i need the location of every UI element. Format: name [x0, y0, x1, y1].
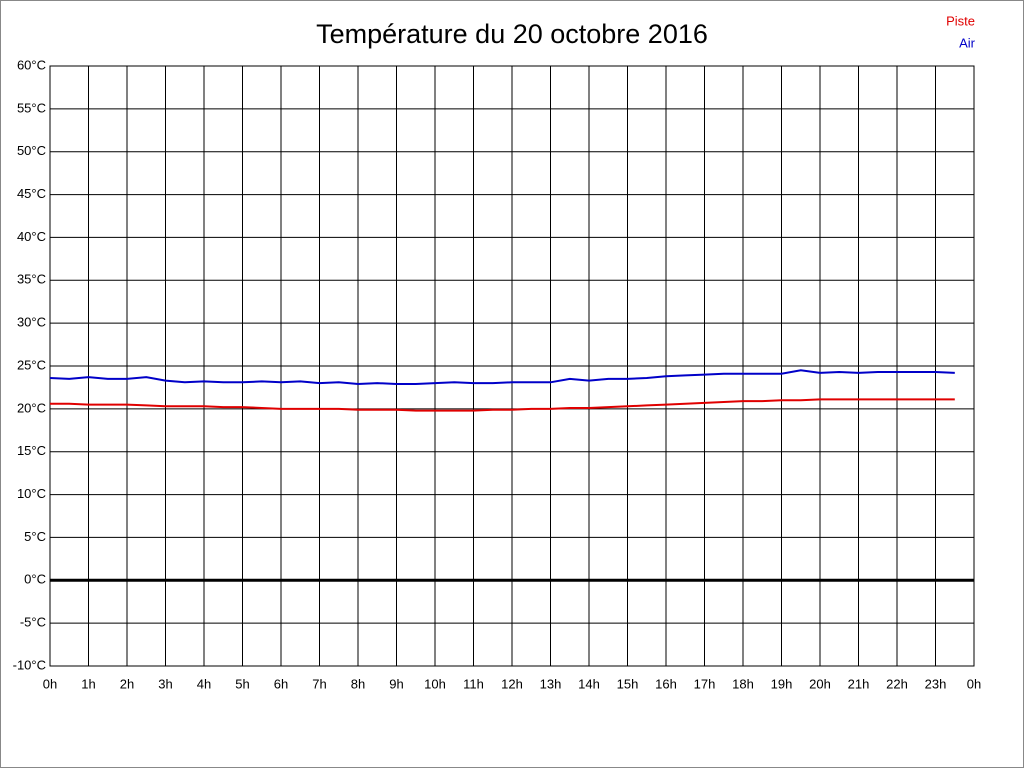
x-tick-label: 20h: [809, 676, 831, 691]
chart-title: Température du 20 octobre 2016: [316, 19, 708, 49]
y-tick-label: 25°C: [17, 357, 46, 372]
y-tick-label: 55°C: [17, 100, 46, 115]
y-tick-label: 45°C: [17, 186, 46, 201]
x-tick-label: 8h: [351, 676, 365, 691]
y-tick-label: 30°C: [17, 315, 46, 330]
y-tick-label: 20°C: [17, 400, 46, 415]
x-tick-label: 2h: [120, 676, 134, 691]
x-tick-label: 14h: [578, 676, 600, 691]
series-line: [50, 398, 955, 412]
x-tick-label: 6h: [274, 676, 288, 691]
x-tick-label: 1h: [81, 676, 95, 691]
y-tick-label: 50°C: [17, 143, 46, 158]
x-tick-label: 3h: [158, 676, 172, 691]
x-tick-label: 16h: [655, 676, 677, 691]
x-tick-label: 11h: [463, 676, 484, 691]
series-line: [49, 369, 955, 386]
x-tick-label: 10h: [424, 676, 446, 691]
x-tick-label: 13h: [540, 676, 562, 691]
x-tick-label: 9h: [389, 676, 403, 691]
y-tick-label: 35°C: [17, 272, 46, 287]
y-tick-label: 15°C: [17, 443, 46, 458]
x-tick-label: 19h: [771, 676, 793, 691]
x-tick-label: 0h: [967, 676, 981, 691]
x-tick-label: 15h: [617, 676, 639, 691]
x-tick-label: 17h: [694, 676, 716, 691]
x-tick-label: 12h: [501, 676, 523, 691]
legend-label: Air: [959, 35, 976, 50]
legend-label: Piste: [946, 13, 975, 28]
x-tick-label: 23h: [925, 676, 947, 691]
x-tick-label: 5h: [235, 676, 249, 691]
y-tick-label: 40°C: [17, 229, 46, 244]
x-tick-label: 22h: [886, 676, 908, 691]
x-tick-label: 7h: [312, 676, 326, 691]
x-tick-label: 18h: [732, 676, 754, 691]
x-tick-label: 21h: [848, 676, 870, 691]
x-tick-label: 4h: [197, 676, 211, 691]
y-tick-label: 10°C: [17, 486, 46, 501]
y-tick-label: -10°C: [13, 657, 46, 672]
y-tick-label: 0°C: [24, 572, 46, 587]
y-tick-label: 60°C: [17, 57, 46, 72]
y-tick-label: -5°C: [20, 615, 46, 630]
y-tick-label: 5°C: [24, 529, 46, 544]
x-tick-label: 0h: [43, 676, 57, 691]
